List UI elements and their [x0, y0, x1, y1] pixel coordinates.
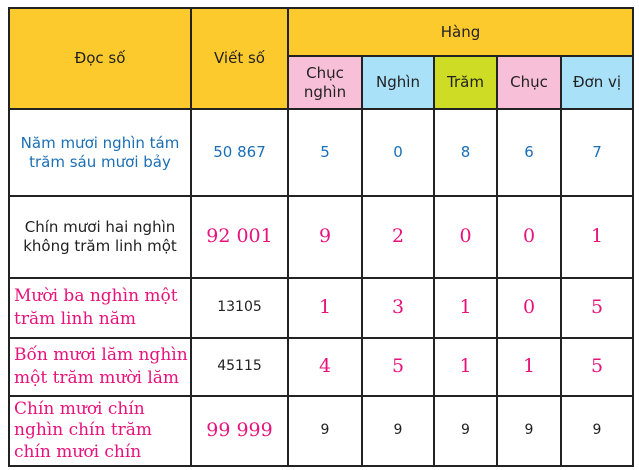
read-cell: Bốn mươi lăm nghìn một trăm mười lăm [8, 337, 192, 397]
header-tram: Trăm [433, 55, 498, 110]
place-value-table: Đọc số Viết số Hàng Chục nghìn Nghìn Tră… [8, 7, 635, 467]
header-don-vi: Đơn vị [559, 55, 635, 110]
digit-cell: 4 [287, 337, 363, 397]
digit-cell: 0 [496, 277, 562, 339]
digit-cell: 0 [361, 108, 435, 197]
read-cell: Mười ba nghìn một trăm linh năm [8, 277, 192, 339]
digit-cell: 3 [361, 277, 435, 339]
header-hang: Hàng [286, 7, 635, 57]
digit-cell: 1 [433, 337, 498, 397]
digit-cell: 1 [287, 277, 363, 339]
table-row: Năm mươi nghìn tám trăm sáu mươi bảy 50 … [8, 108, 635, 197]
write-cell: 45115 [190, 337, 289, 397]
digit-cell: 5 [287, 108, 363, 197]
header-chuc-nghin: Chục nghìn [287, 55, 363, 110]
digit-cell: 1 [433, 277, 498, 339]
digit-cell: 0 [496, 195, 562, 279]
digit-cell: 5 [361, 337, 435, 397]
read-cell: Năm mươi nghìn tám trăm sáu mươi bảy [8, 108, 192, 197]
digit-cell: 9 [287, 195, 363, 279]
digit-cell: 1 [496, 337, 562, 397]
header-doc-so: Đọc số [8, 7, 192, 110]
read-cell: Chín mươi chín nghìn chín trăm chín mươi… [8, 395, 192, 467]
digit-cell: 9 [496, 395, 562, 467]
digit-cell: 9 [361, 395, 435, 467]
digit-cell: 2 [361, 195, 435, 279]
write-cell: 92 001 [190, 195, 289, 279]
digit-cell: 7 [559, 108, 635, 197]
table-row: Bốn mươi lăm nghìn một trăm mười lăm 451… [8, 337, 635, 397]
digit-cell: 9 [433, 395, 498, 467]
read-cell: Chín mươi hai nghìn không trăm linh một [8, 195, 192, 279]
digit-cell: 9 [287, 395, 363, 467]
table-row: Chín mươi hai nghìn không trăm linh một … [8, 195, 635, 279]
header-chuc: Chục [496, 55, 562, 110]
digit-cell: 0 [433, 195, 498, 279]
digit-cell: 8 [433, 108, 498, 197]
digit-cell: 5 [559, 277, 635, 339]
write-cell: 50 867 [190, 108, 289, 197]
digit-cell: 5 [559, 337, 635, 397]
digit-cell: 1 [559, 195, 635, 279]
write-cell: 99 999 [190, 395, 289, 467]
table-row: Chín mươi chín nghìn chín trăm chín mươi… [8, 395, 635, 467]
header-nghin: Nghìn [361, 55, 435, 110]
digit-cell: 6 [496, 108, 562, 197]
table-row: Mười ba nghìn một trăm linh năm 13105 1 … [8, 277, 635, 339]
digit-cell: 9 [559, 395, 635, 467]
write-cell: 13105 [190, 277, 289, 339]
header-viet-so: Viết số [190, 7, 289, 110]
